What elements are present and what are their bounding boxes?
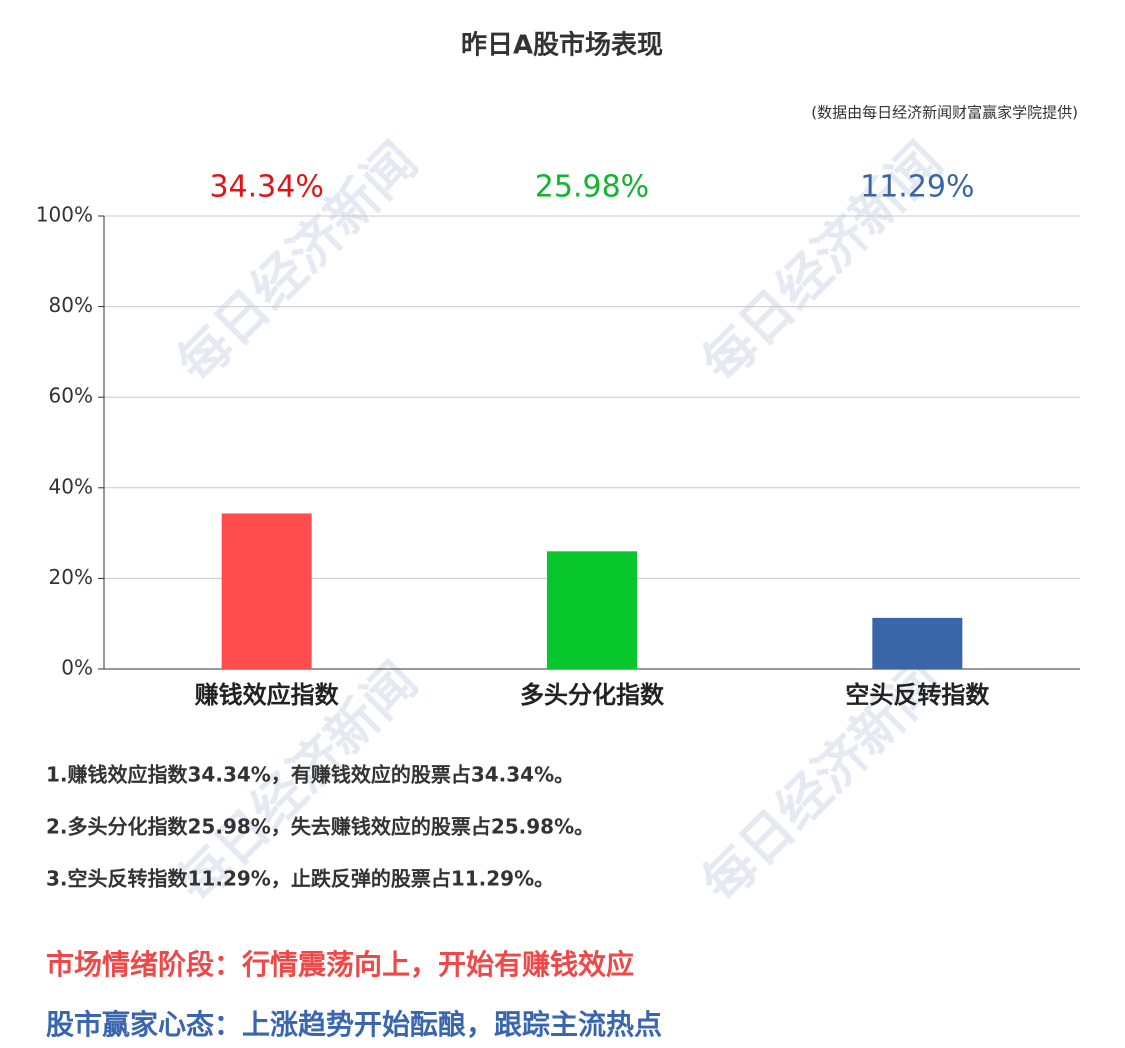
- note: 2.多头分化指数25.98%，失去赚钱效应的股票占25.98%。: [46, 815, 594, 839]
- x-tick-label: 空头反转指数: [845, 681, 990, 709]
- note: 3.空头反转指数11.29%，止跌反弹的股票占11.29%。: [46, 867, 554, 891]
- y-tick-label: 100%: [36, 203, 93, 227]
- bar: [547, 551, 637, 669]
- bar: [872, 617, 963, 669]
- value-label: 11.29%: [860, 170, 974, 205]
- y-tick-label: 80%: [49, 293, 93, 317]
- conclusion: 市场情绪阶段：行情震荡向上，开始有赚钱效应: [46, 948, 634, 981]
- conclusion: 股市赢家心态：上涨趋势开始酝酿，跟踪主流热点: [46, 1008, 662, 1041]
- chart-title: 昨日A股市场表现: [461, 30, 663, 61]
- chart-subtitle: (数据由每日经济新闻财富赢家学院提供): [811, 104, 1078, 122]
- y-tick-label: 20%: [49, 565, 93, 589]
- value-label: 25.98%: [535, 170, 649, 205]
- x-tick-label: 多头分化指数: [520, 681, 665, 709]
- x-tick-label: 赚钱效应指数: [195, 681, 340, 709]
- bar: [221, 513, 312, 669]
- value-label: 34.34%: [209, 170, 323, 205]
- y-tick-label: 0%: [61, 656, 93, 680]
- y-tick-label: 40%: [49, 474, 93, 498]
- y-tick-label: 60%: [49, 384, 93, 408]
- note: 1.赚钱效应指数34.34%，有赚钱效应的股票占34.34%。: [46, 763, 574, 787]
